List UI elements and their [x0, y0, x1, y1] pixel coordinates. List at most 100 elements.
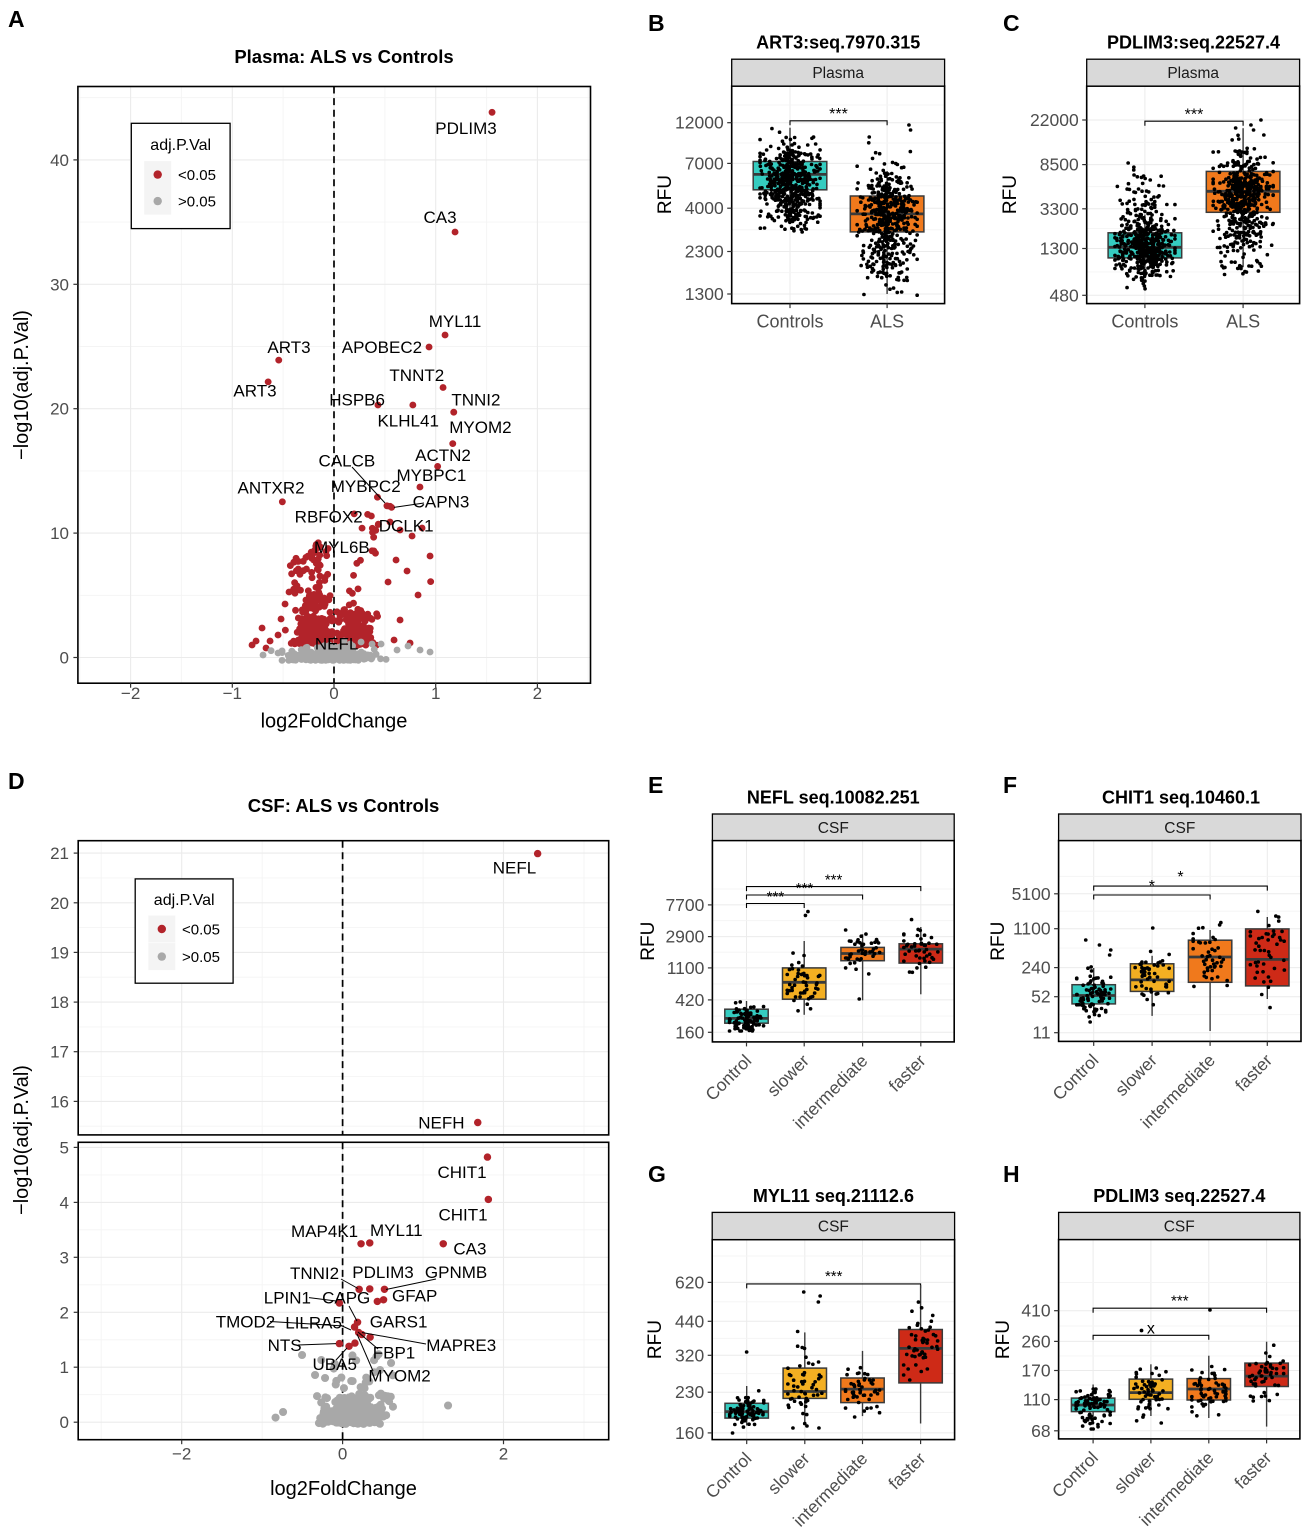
svg-text:MYOM2: MYOM2: [368, 1367, 430, 1386]
svg-text:PDLIM3: PDLIM3: [435, 119, 496, 138]
svg-text:PDLIM3:seq.22527.4: PDLIM3:seq.22527.4: [1107, 33, 1280, 53]
svg-text:0: 0: [338, 1445, 347, 1464]
svg-text:1: 1: [431, 684, 440, 703]
svg-text:17: 17: [50, 1043, 69, 1062]
svg-text:H: H: [1003, 1161, 1020, 1187]
svg-text:UBA5: UBA5: [312, 1355, 356, 1374]
svg-text:RFU: RFU: [645, 1320, 666, 1359]
svg-text:ALS: ALS: [870, 312, 904, 332]
svg-text:GFAP: GFAP: [392, 1287, 437, 1306]
svg-text:22000: 22000: [1030, 110, 1079, 130]
svg-text:Plasma: ALS vs Controls: Plasma: ALS vs Controls: [234, 46, 453, 67]
svg-text:APOBEC2: APOBEC2: [342, 338, 422, 357]
svg-text:*: *: [1177, 869, 1183, 886]
svg-text:***: ***: [829, 106, 848, 123]
svg-text:0: 0: [329, 684, 338, 703]
svg-text:***: ***: [1171, 1292, 1189, 1309]
svg-text:Controls: Controls: [756, 312, 823, 332]
svg-text:10: 10: [50, 524, 69, 543]
svg-text:1100: 1100: [667, 958, 705, 978]
svg-text:x: x: [1147, 1320, 1155, 1337]
svg-text:Plasma: Plasma: [812, 65, 864, 82]
svg-text:2300: 2300: [685, 242, 724, 262]
svg-text:<0.05: <0.05: [182, 922, 220, 939]
svg-text:CAPG: CAPG: [322, 1289, 370, 1308]
svg-text:3: 3: [60, 1248, 69, 1267]
svg-text:ACTN2: ACTN2: [415, 446, 471, 465]
svg-text:NTS: NTS: [268, 1336, 302, 1355]
svg-text:320: 320: [675, 1345, 704, 1365]
svg-text:52: 52: [1031, 987, 1050, 1007]
svg-text:0: 0: [60, 1413, 69, 1432]
svg-text:***: ***: [767, 889, 785, 906]
svg-text:440: 440: [675, 1311, 704, 1331]
svg-text:20: 20: [50, 894, 69, 913]
svg-text:16: 16: [50, 1092, 69, 1111]
svg-text:MAPRE3: MAPRE3: [426, 1336, 496, 1355]
svg-text:***: ***: [825, 872, 843, 889]
svg-text:−2: −2: [121, 684, 140, 703]
svg-text:CHIT1: CHIT1: [437, 1163, 486, 1182]
svg-text:MYL11: MYL11: [429, 312, 482, 331]
svg-text:620: 620: [675, 1272, 704, 1292]
svg-text:21: 21: [50, 844, 69, 863]
svg-text:4000: 4000: [685, 198, 724, 218]
svg-text:8500: 8500: [1040, 155, 1079, 175]
svg-text:ART3:seq.7970.315: ART3:seq.7970.315: [756, 33, 920, 53]
svg-text:log2FoldChange: log2FoldChange: [261, 711, 408, 733]
svg-text:TMOD2: TMOD2: [216, 1313, 276, 1332]
svg-text:Controls: Controls: [1111, 312, 1178, 332]
svg-text:240: 240: [1021, 958, 1050, 978]
svg-text:LILRA5: LILRA5: [285, 1314, 342, 1333]
svg-text:2: 2: [533, 684, 542, 703]
svg-text:CHIT1 seq.10460.1: CHIT1 seq.10460.1: [1102, 788, 1260, 808]
svg-text:0: 0: [60, 649, 69, 668]
svg-text:2900: 2900: [665, 927, 704, 947]
svg-text:1: 1: [60, 1358, 69, 1377]
svg-text:NEFH: NEFH: [418, 1114, 464, 1133]
svg-text:ANTXR2: ANTXR2: [238, 479, 305, 498]
svg-text:NEFL: NEFL: [493, 859, 536, 878]
svg-text:MYBPC1: MYBPC1: [396, 466, 466, 485]
svg-text:GARS1: GARS1: [370, 1313, 428, 1332]
svg-text:20: 20: [50, 400, 69, 419]
svg-text:adj.P.Val: adj.P.Val: [154, 892, 215, 909]
svg-text:160: 160: [675, 1022, 704, 1042]
svg-text:G: G: [648, 1161, 666, 1187]
svg-text:A: A: [8, 6, 25, 32]
svg-text:***: ***: [825, 1268, 843, 1285]
svg-text:RFU: RFU: [1000, 175, 1021, 214]
svg-text:CALCB: CALCB: [319, 452, 376, 471]
svg-text:PDLIM3 seq.22527.4: PDLIM3 seq.22527.4: [1093, 1186, 1265, 1206]
svg-text:TNNI2: TNNI2: [451, 391, 500, 410]
svg-text:NEFL: NEFL: [315, 635, 358, 654]
svg-text:MYL11 seq.21112.6: MYL11 seq.21112.6: [753, 1186, 914, 1206]
svg-text:1100: 1100: [1013, 919, 1051, 939]
svg-text:GPNMB: GPNMB: [425, 1263, 487, 1282]
svg-text:1300: 1300: [685, 284, 724, 304]
svg-text:TNNI2: TNNI2: [290, 1264, 339, 1283]
svg-text:410: 410: [1021, 1301, 1050, 1321]
svg-text:KLHL41: KLHL41: [377, 412, 438, 431]
svg-text:ART3: ART3: [233, 382, 276, 401]
svg-text:CSF: CSF: [818, 820, 849, 837]
svg-text:3300: 3300: [1040, 199, 1079, 219]
svg-text:40: 40: [50, 151, 69, 170]
svg-text:RFU: RFU: [988, 922, 1009, 961]
svg-text:CAPN3: CAPN3: [413, 493, 470, 512]
svg-text:−log10(adj.P.Val): −log10(adj.P.Val): [11, 1065, 33, 1215]
svg-text:160: 160: [675, 1423, 704, 1443]
svg-text:18: 18: [50, 993, 69, 1012]
svg-text:−1: −1: [223, 684, 242, 703]
svg-text:5: 5: [60, 1138, 69, 1157]
svg-text:***: ***: [1185, 106, 1204, 123]
svg-text:CA3: CA3: [423, 208, 456, 227]
svg-text:>0.05: >0.05: [178, 194, 216, 211]
svg-text:11: 11: [1032, 1023, 1050, 1043]
svg-text:RBFOX2: RBFOX2: [295, 508, 363, 527]
svg-text:FBP1: FBP1: [373, 1344, 416, 1363]
svg-text:RFU: RFU: [993, 1320, 1014, 1359]
svg-text:ART3: ART3: [267, 338, 310, 357]
svg-text:RFU: RFU: [655, 175, 676, 214]
svg-text:110: 110: [1023, 1390, 1051, 1410]
